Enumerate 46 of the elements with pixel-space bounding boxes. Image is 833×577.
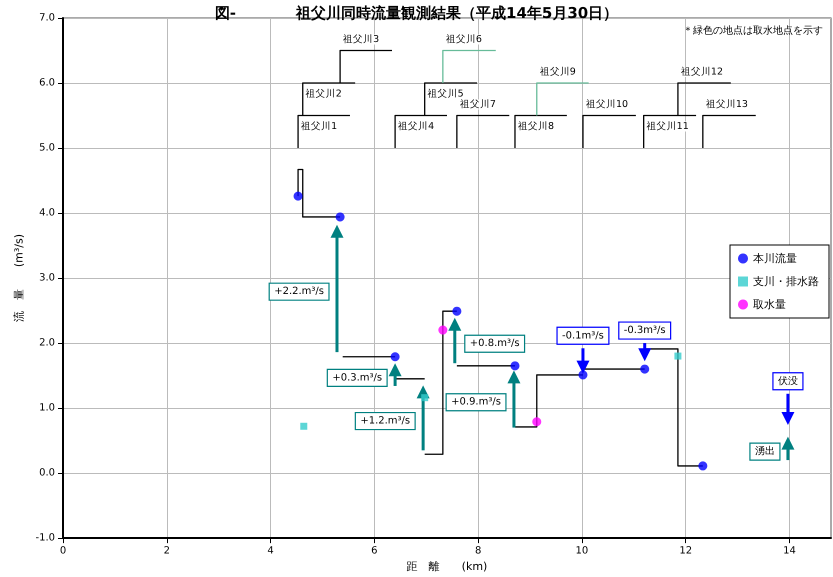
series-label: 湧出 [754,445,775,458]
y-tick-label: 1.0 [39,402,55,414]
series-label: +0.8.m³/s [470,338,520,350]
series-label: 祖父川13 [706,98,748,110]
x-tick-label: 12 [679,546,692,557]
x-tick-label: 0 [60,546,66,557]
x-tick-label: 2 [164,546,170,557]
legend-label: 取水量 [753,298,786,311]
x-tick-label: 10 [576,546,588,557]
legend-label: 本川流量 [753,252,797,265]
y-tick-label: 5.0 [39,142,55,154]
x-tick-label: 6 [371,546,378,557]
series-label: -0.3m³/s [624,325,666,336]
legend-label: 支川・排水路 [753,275,819,288]
series-label: 祖父川6 [446,33,482,46]
series-label: 祖父川10 [586,98,628,110]
y-tick-label: 0.0 [39,468,55,479]
x-tick-label: 14 [783,546,796,557]
series-label: 祖父川9 [540,66,576,78]
y-axis-title: 流 量 (m³/s) [12,234,26,322]
series-label: 祖父川1 [301,120,338,132]
series-label: +2.2.m³/s [274,286,324,298]
series-label: 祖父川7 [460,98,496,110]
y-tick-label: 7.0 [39,12,55,24]
x-tick-label: 4 [267,546,274,557]
annotation: ＊緑色の地点は取水地点を示す [683,24,823,36]
series-label: 伏没 [778,374,798,387]
series-label: 祖父川3 [343,33,380,46]
series-label: 祖父川4 [398,120,434,132]
series-label: +0.3.m³/s [332,372,382,384]
series-label: 祖父川8 [518,120,554,132]
x-axis-title: 距 離 (km) [406,560,488,573]
series-label: +0.9.m³/s [451,396,501,408]
series-label: 祖父川11 [646,120,689,132]
series-label: 祖父川2 [306,88,342,100]
chart-title: 図- 祖父川同時流量観測結果（平成14年5月30日） [214,4,618,22]
y-tick-label: -1.0 [35,532,55,544]
series-label: 祖父川5 [428,88,464,100]
series-label: 祖父川12 [680,66,724,78]
y-tick-label: 3.0 [39,272,55,284]
y-tick-label: 4.0 [39,208,55,219]
y-tick-label: 6.0 [39,78,55,89]
series-label: +1.2.m³/s [360,416,410,427]
x-tick-label: 8 [474,546,482,557]
series-label: -0.1m³/s [562,330,604,342]
y-tick-label: 2.0 [39,338,55,349]
